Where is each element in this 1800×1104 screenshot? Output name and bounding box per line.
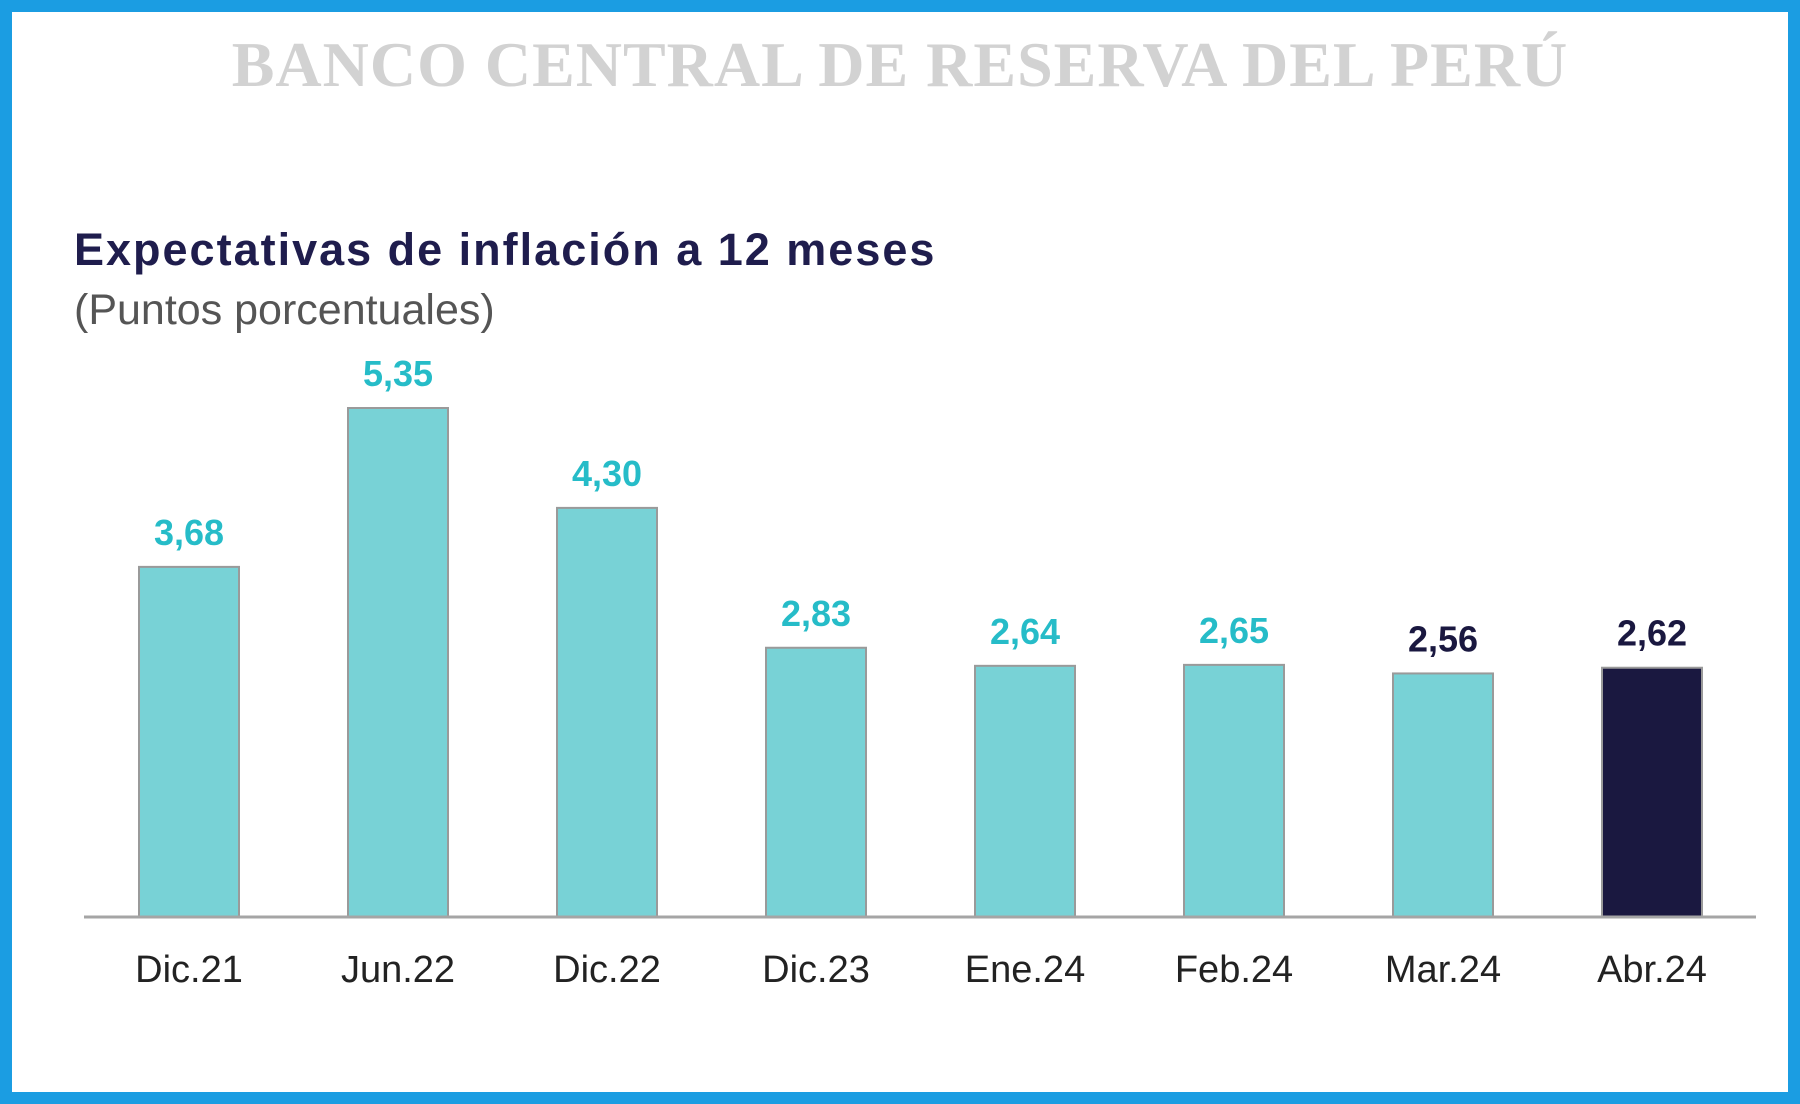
chart-subtitle: (Puntos porcentuales) — [74, 286, 495, 334]
data-label-Dic.23: 2,83 — [781, 593, 851, 634]
bar-Dic.22 — [556, 506, 658, 918]
x-tick-label-Mar.24: Mar.24 — [1385, 949, 1501, 991]
data-label-Dic.22: 4,30 — [572, 453, 642, 494]
data-label-Feb.24: 2,65 — [1199, 610, 1269, 651]
bar-Abr.24 — [1601, 666, 1703, 919]
x-tick-label-Feb.24: Feb.24 — [1175, 949, 1293, 991]
chart-title: Expectativas de inflación a 12 meses — [74, 224, 937, 275]
bar-Ene.24 — [974, 664, 1076, 918]
x-tick-label-Dic.21: Dic.21 — [135, 949, 243, 991]
data-label-Mar.24: 2,56 — [1408, 618, 1478, 659]
x-tick-label-Dic.23: Dic.23 — [762, 949, 870, 991]
x-tick-label-Abr.24: Abr.24 — [1597, 949, 1707, 991]
data-label-Abr.24: 2,62 — [1617, 613, 1687, 654]
bar-Jun.22 — [347, 407, 449, 918]
data-label-Jun.22: 5,35 — [363, 353, 433, 394]
data-label-Ene.24: 2,64 — [990, 611, 1060, 652]
bar-Dic.23 — [765, 646, 867, 919]
bar-Feb.24 — [1183, 663, 1285, 918]
watermark-text: BANCO CENTRAL DE RESERVA DEL PERÚ — [231, 29, 1569, 100]
x-tick-label-Ene.24: Ene.24 — [965, 949, 1085, 991]
data-label-Dic.21: 3,68 — [154, 512, 224, 553]
bar-Dic.21 — [138, 565, 240, 918]
x-tick-label-Jun.22: Jun.22 — [341, 949, 455, 991]
bar-Mar.24 — [1392, 672, 1494, 918]
x-tick-label-Dic.22: Dic.22 — [553, 949, 661, 991]
